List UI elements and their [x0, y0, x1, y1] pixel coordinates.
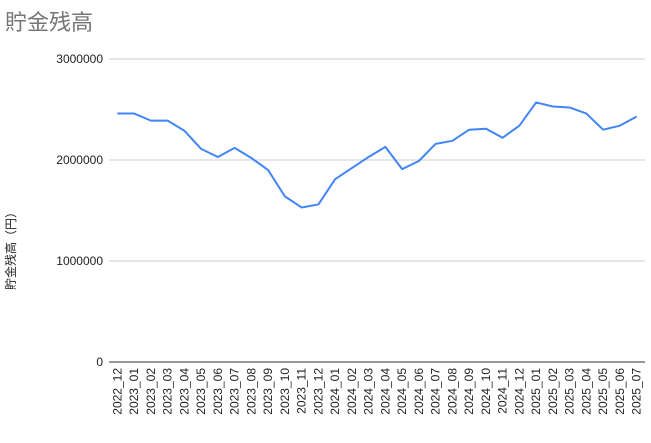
x-tick-label: 2023_02: [144, 368, 158, 415]
x-tick-label: 2023_08: [244, 368, 258, 415]
y-axis-label: 貯金残高（円）: [3, 206, 18, 290]
x-tick-label: 2023_04: [177, 368, 191, 415]
x-tick-label: 2025_04: [579, 368, 593, 415]
x-tick-label: 2025_05: [596, 368, 610, 415]
x-tick-label: 2024_08: [445, 368, 459, 415]
x-tick-label: 2023_09: [261, 368, 275, 415]
y-tick-label: 3000000: [56, 52, 103, 66]
x-tick-label: 2024_06: [412, 368, 426, 415]
x-tick-label: 2024_12: [512, 368, 526, 415]
y-tick-label: 1000000: [56, 254, 103, 268]
x-tick-label: 2025_02: [546, 368, 560, 415]
x-tick-label: 2024_09: [462, 368, 476, 415]
x-tick-label: 2025_07: [630, 368, 644, 415]
x-tick-label: 2023_12: [311, 368, 325, 415]
y-tick-label: 0: [96, 355, 103, 369]
x-tick-label: 2023_01: [127, 368, 141, 415]
x-tick-label: 2024_07: [429, 368, 443, 415]
y-tick-label: 2000000: [56, 153, 103, 167]
x-tick-label: 2024_01: [328, 368, 342, 415]
x-tick-label: 2024_10: [479, 368, 493, 415]
x-tick-label: 2025_03: [563, 368, 577, 415]
x-tick-label: 2024_04: [378, 368, 392, 415]
x-tick-label: 2023_05: [194, 368, 208, 415]
x-tick-label: 2024_11: [496, 368, 510, 414]
x-tick-label: 2024_02: [345, 368, 359, 415]
x-tick-label: 2025_06: [613, 368, 627, 415]
x-tick-label: 2024_05: [395, 368, 409, 415]
x-tick-label: 2022_12: [110, 368, 124, 415]
x-tick-label: 2023_03: [161, 368, 175, 415]
x-tick-label: 2023_10: [278, 368, 292, 415]
chart-title: 貯金残高: [5, 10, 93, 35]
x-tick-label: 2024_03: [362, 368, 376, 415]
x-tick-label: 2023_06: [211, 368, 225, 415]
line: [117, 101, 638, 209]
x-tick-label: 2025_01: [529, 368, 543, 415]
x-tick-label: 2023_11: [295, 368, 309, 414]
x-tick-label: 2023_07: [228, 368, 242, 415]
